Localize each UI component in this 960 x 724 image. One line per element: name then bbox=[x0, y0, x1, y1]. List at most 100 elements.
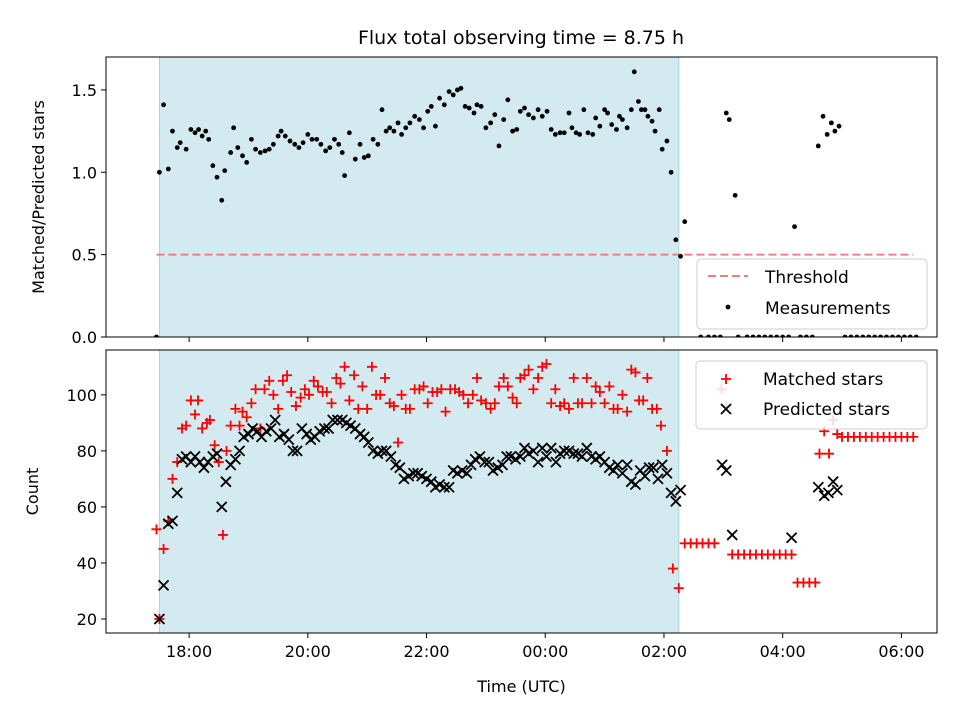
matched-star-point bbox=[331, 373, 342, 384]
measurement-point bbox=[590, 132, 596, 137]
measurement-point bbox=[820, 113, 826, 119]
matched-star-point bbox=[312, 381, 323, 392]
measurement-point bbox=[848, 334, 854, 337]
matched-star-point bbox=[234, 420, 245, 431]
predicted-star-point bbox=[656, 459, 668, 471]
matched-star-point bbox=[440, 406, 451, 417]
matched-star-point bbox=[604, 381, 615, 392]
matched-star-point bbox=[250, 384, 261, 395]
measurement-point bbox=[878, 334, 884, 337]
matched-star-point bbox=[586, 398, 597, 409]
measurement-point bbox=[192, 130, 198, 136]
matched-star-point bbox=[630, 367, 641, 378]
measurement-point bbox=[450, 92, 456, 98]
measurement-point bbox=[890, 334, 895, 337]
measurement-point bbox=[270, 141, 276, 147]
matched-star-point bbox=[273, 403, 284, 414]
measurement-point bbox=[323, 148, 329, 154]
measurement-point bbox=[566, 110, 572, 116]
measurement-point bbox=[631, 69, 637, 75]
measurement-point bbox=[510, 128, 515, 134]
matched-star-point bbox=[507, 392, 518, 403]
matched-star-point bbox=[181, 420, 192, 431]
measurement-point bbox=[901, 334, 907, 337]
predicted-star-point bbox=[291, 445, 303, 457]
matched-star-point bbox=[286, 387, 297, 398]
matched-star-point bbox=[563, 403, 574, 414]
measurement-point bbox=[240, 153, 245, 159]
predicted-star-point bbox=[545, 442, 557, 454]
predicted-star-point bbox=[661, 467, 673, 479]
measurement-point bbox=[774, 334, 780, 337]
measurement-point bbox=[188, 127, 194, 132]
measurement-point bbox=[379, 107, 385, 113]
measurement-point bbox=[624, 125, 630, 131]
predicted-star-point bbox=[665, 487, 677, 499]
measurement-point bbox=[262, 148, 268, 154]
matched-star-point bbox=[295, 392, 306, 403]
measurement-point bbox=[292, 141, 298, 147]
matched-star-point bbox=[282, 370, 293, 381]
measurement-point bbox=[872, 334, 878, 337]
matched-star-point bbox=[349, 370, 360, 381]
predicted-star-point bbox=[185, 456, 197, 468]
measurement-point bbox=[412, 113, 418, 119]
predicted-star-point bbox=[358, 431, 370, 443]
matched-star-point bbox=[396, 389, 407, 400]
counts-ylabel: Count bbox=[23, 468, 42, 516]
matched-star-point bbox=[541, 359, 552, 370]
predicted-star-point bbox=[166, 515, 179, 527]
ratio-observing-window bbox=[158, 56, 680, 338]
measurement-point bbox=[535, 107, 541, 113]
measurement-point bbox=[357, 141, 363, 147]
matched-star-point bbox=[362, 403, 373, 414]
measurement-point bbox=[282, 133, 288, 139]
measurement-point bbox=[832, 128, 838, 134]
measurement-point bbox=[278, 128, 284, 134]
matched-star-point bbox=[559, 398, 570, 409]
measurement-point bbox=[614, 127, 619, 132]
predicted-star-point bbox=[461, 467, 473, 479]
measurement-point bbox=[636, 99, 641, 104]
measurement-point bbox=[370, 136, 376, 142]
predicted-star-point bbox=[479, 456, 491, 468]
matched-star-point bbox=[326, 398, 337, 409]
predicted-star-point bbox=[496, 459, 509, 471]
predicted-star-point bbox=[394, 462, 406, 474]
predicted-star-point bbox=[283, 434, 295, 446]
measurement-point bbox=[652, 128, 658, 134]
matched-star-point bbox=[546, 398, 557, 409]
measurement-point bbox=[581, 107, 587, 113]
series-matched-stars bbox=[151, 359, 919, 624]
matched-star-point bbox=[353, 403, 364, 414]
measurement-point bbox=[492, 112, 498, 118]
matched-star-point bbox=[577, 398, 588, 409]
predicted-star-point bbox=[327, 414, 339, 426]
measurement-point bbox=[446, 89, 452, 94]
measurement-point bbox=[219, 197, 225, 203]
measurement-point bbox=[474, 102, 480, 108]
predicted-star-point bbox=[233, 445, 246, 457]
measurement-point bbox=[196, 127, 201, 132]
measurement-point bbox=[605, 110, 610, 116]
measurement-point bbox=[257, 150, 263, 155]
predicted-star-point bbox=[716, 459, 728, 471]
matched-star-point bbox=[393, 437, 404, 448]
measurement-point bbox=[645, 113, 651, 119]
predicted-star-point bbox=[550, 456, 562, 468]
measurement-point bbox=[809, 334, 815, 337]
measurement-point bbox=[557, 130, 563, 136]
matched-star-point bbox=[167, 473, 178, 484]
counts-ytick-label: 40 bbox=[77, 554, 97, 573]
ratio-legend: Threshold Measurements bbox=[696, 258, 928, 330]
measurement-point bbox=[203, 128, 209, 134]
matched-star-point bbox=[528, 384, 539, 395]
measurement-point bbox=[222, 168, 228, 174]
predicted-star-point bbox=[443, 481, 455, 493]
predicted-star-point bbox=[607, 464, 620, 477]
matched-star-point bbox=[209, 440, 220, 451]
predicted-star-point bbox=[376, 445, 388, 457]
matched-star-point bbox=[197, 423, 208, 434]
matched-star-point bbox=[480, 398, 491, 409]
measurement-point bbox=[375, 141, 381, 147]
